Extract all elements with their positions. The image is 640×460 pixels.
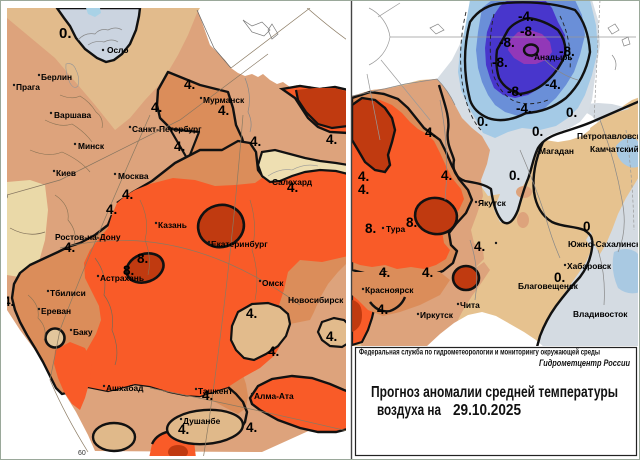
svg-text:Новосибирск: Новосибирск	[288, 295, 344, 305]
svg-text:4.: 4.	[178, 422, 189, 437]
svg-text:Астрахань: Астрахань	[100, 273, 144, 283]
svg-text:4.: 4.	[246, 420, 257, 435]
svg-text:0.: 0.	[477, 114, 488, 129]
svg-text:Берлин: Берлин	[41, 72, 72, 82]
svg-text:0.: 0.	[554, 270, 565, 285]
svg-text:4.: 4.	[441, 168, 452, 183]
svg-text:4.: 4.	[326, 132, 337, 147]
svg-text:Екатеринбург: Екатеринбург	[211, 239, 268, 249]
svg-text:Южно-Сахалинск: Южно-Сахалинск	[568, 239, 640, 249]
svg-text:Прогноз аномалии средней темпе: Прогноз аномалии средней температуры	[371, 384, 618, 401]
svg-text:4.: 4.	[184, 77, 195, 92]
svg-text:Ашхабад: Ашхабад	[106, 383, 144, 393]
svg-text:60: 60	[78, 450, 86, 457]
svg-text:0.: 0.	[532, 124, 543, 139]
svg-text:Владивосток: Владивосток	[573, 309, 628, 319]
svg-text:Федеральная служба по гидромет: Федеральная служба по гидрометеорологии …	[359, 347, 600, 357]
svg-text:Иркутск: Иркутск	[420, 310, 454, 320]
svg-text:4.: 4.	[250, 134, 261, 149]
svg-text:Баку: Баку	[73, 327, 93, 337]
svg-text:Ростов-на-Дону: Ростов-на-Дону	[55, 232, 121, 242]
svg-text:4.: 4.	[379, 265, 390, 280]
svg-text:4.: 4.	[425, 125, 436, 140]
svg-text:Петропавловск: Петропавловск	[577, 131, 640, 141]
svg-text:4.: 4.	[287, 180, 298, 195]
svg-text:4.: 4.	[3, 294, 14, 309]
svg-text:Благовещенск: Благовещенск	[518, 281, 579, 291]
svg-text:8.: 8.	[137, 251, 148, 266]
svg-text:Душанбе: Душанбе	[183, 416, 221, 426]
svg-text:Прага: Прага	[16, 82, 40, 92]
svg-text:4.: 4.	[422, 265, 433, 280]
svg-text:4.: 4.	[377, 302, 388, 317]
svg-text:Хабаровск: Хабаровск	[567, 261, 612, 271]
svg-text:29.10.2025: 29.10.2025	[453, 402, 521, 419]
svg-text:4.: 4.	[326, 329, 337, 344]
svg-text:-8.: -8.	[559, 44, 575, 59]
svg-text:4.: 4.	[151, 100, 162, 115]
svg-text:Якутск: Якутск	[478, 198, 507, 208]
svg-text:Гидрометцентр России: Гидрометцентр России	[539, 358, 630, 369]
svg-text:Салехард: Салехард	[272, 177, 313, 187]
svg-text:Санкт-Петербург: Санкт-Петербург	[132, 124, 202, 134]
svg-text:8.: 8.	[123, 263, 134, 278]
svg-text:4.: 4.	[474, 239, 485, 254]
svg-text:Омск: Омск	[262, 278, 284, 288]
svg-text:-4.: -4.	[545, 77, 561, 92]
svg-text:4.: 4.	[64, 240, 75, 255]
svg-text:Красноярск: Красноярск	[365, 285, 414, 295]
svg-text:30: 30	[0, 194, 8, 201]
svg-text:4.: 4.	[268, 344, 279, 359]
svg-text:Москва: Москва	[118, 171, 149, 181]
svg-text:0.: 0.	[509, 168, 520, 183]
svg-text:4.: 4.	[122, 187, 133, 202]
svg-text:Чита: Чита	[460, 300, 480, 310]
svg-text:4.: 4.	[218, 103, 229, 118]
svg-text:4.: 4.	[106, 202, 117, 217]
svg-text:Осло: Осло	[107, 45, 129, 55]
svg-text:Киев: Киев	[56, 168, 76, 178]
svg-text:Анадырь: Анадырь	[534, 52, 573, 62]
svg-text:Варшава: Варшава	[54, 110, 91, 120]
svg-text:-4.: -4.	[518, 9, 534, 24]
svg-text:0: 0	[583, 219, 591, 234]
svg-text:Мурманск: Мурманск	[203, 95, 245, 105]
svg-text:Магадан: Магадан	[539, 146, 574, 156]
svg-text:4.: 4.	[358, 169, 369, 184]
svg-text:Ереван: Ереван	[41, 306, 71, 316]
svg-text:8.: 8.	[365, 221, 376, 236]
svg-text:-8.: -8.	[499, 35, 515, 50]
svg-text:Казань: Казань	[158, 220, 187, 230]
svg-text:Ташкент: Ташкент	[198, 386, 233, 396]
svg-text:4.: 4.	[174, 139, 185, 154]
svg-text:Тбилиси: Тбилиси	[50, 288, 86, 298]
svg-text:0.: 0.	[566, 105, 577, 120]
svg-text:8.: 8.	[406, 215, 417, 230]
svg-text:Минск: Минск	[78, 141, 105, 151]
svg-text:-8.: -8.	[492, 55, 508, 70]
svg-text:-4.: -4.	[516, 101, 532, 116]
svg-text:4.: 4.	[202, 388, 213, 403]
svg-text:4.: 4.	[246, 306, 257, 321]
svg-text:0.: 0.	[59, 25, 72, 42]
svg-text:Камчатский: Камчатский	[590, 144, 639, 154]
svg-text:4.: 4.	[358, 182, 369, 197]
svg-text:Тура: Тура	[386, 224, 405, 234]
svg-text:-8.: -8.	[520, 24, 536, 39]
svg-text:-8.: -8.	[507, 84, 523, 99]
svg-text:Алма-Ата: Алма-Ата	[254, 391, 294, 401]
svg-text:воздуха на: воздуха на	[377, 402, 441, 419]
